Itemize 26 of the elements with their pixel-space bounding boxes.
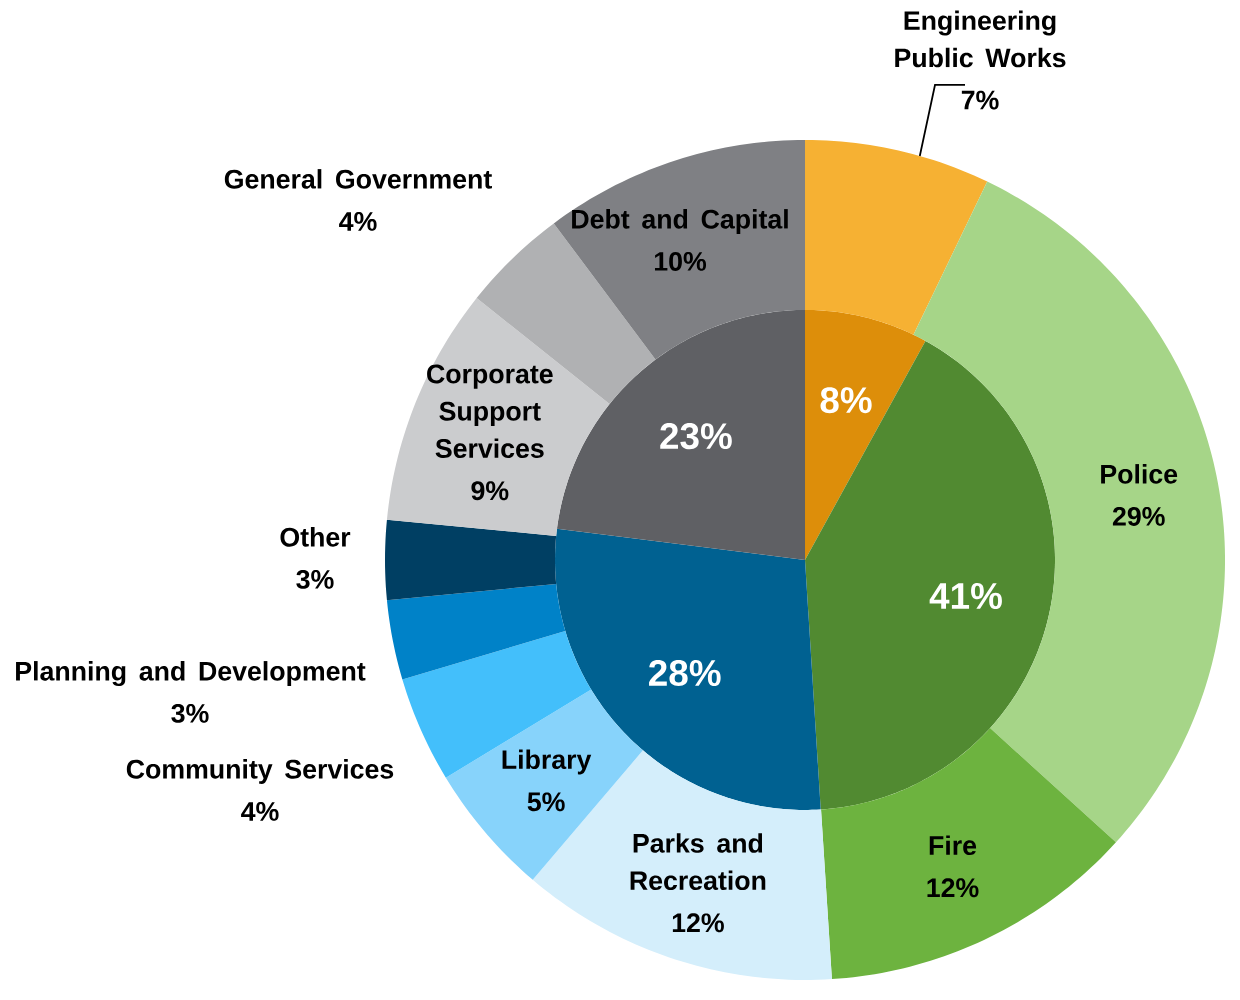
- data-label: 29%: [1112, 506, 1165, 526]
- data-label: 41%: [929, 583, 1002, 609]
- slice-label: Planning and Development: [16, 661, 366, 687]
- slice-label: Corporate Support Services: [427, 364, 553, 459]
- data-label: 4%: [241, 802, 279, 821]
- data-label: 12%: [927, 878, 979, 898]
- data-label: 28%: [649, 659, 721, 687]
- slice-label: Library: [502, 749, 592, 775]
- data-label: 9%: [471, 481, 509, 501]
- data-label: 7%: [961, 90, 999, 110]
- slice-label: Engineering Public Works: [895, 10, 1066, 68]
- slice-label: General Government: [224, 169, 492, 189]
- data-label: 10%: [654, 251, 707, 271]
- data-label: 8%: [820, 387, 872, 414]
- data-label: 23%: [660, 423, 732, 450]
- data-label: 3%: [171, 703, 209, 723]
- slice-label: Fire: [929, 835, 977, 856]
- slice-label: Police: [1101, 464, 1178, 484]
- slice-label: Community Services: [126, 759, 394, 785]
- slice-label: Parks and Recreation: [630, 833, 766, 891]
- data-label: 4%: [339, 212, 377, 231]
- data-label: 12%: [672, 913, 724, 933]
- data-label: 5%: [527, 792, 565, 812]
- slice-label: Debt and Capital: [572, 209, 788, 235]
- data-label: 3%: [296, 569, 334, 589]
- slice-label: Other: [280, 527, 351, 547]
